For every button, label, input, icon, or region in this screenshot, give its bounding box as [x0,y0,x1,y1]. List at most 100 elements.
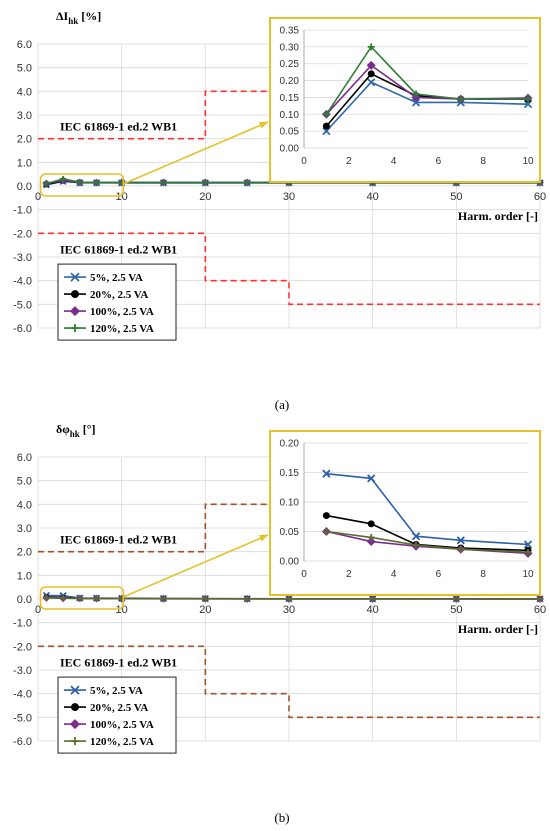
inset-data-point [322,512,330,520]
inset-x-tick-label: 4 [391,156,397,167]
inset-frame [269,430,541,596]
inset-x-tick-label: 10 [522,569,534,580]
legend-marker [70,685,80,695]
y-axis-subscript: hk [68,16,78,26]
panel-caption: (b) [274,810,289,825]
limit-label-lower: IEC 61869-1 ed.2 WB1 [60,655,177,669]
y-tick-label: -6.0 [13,323,32,335]
inset-y-tick-label: 0.10 [280,498,300,509]
x-tick-label: 10 [116,191,128,203]
inset-data-point [367,520,375,528]
inset-x-tick-label: 0 [301,156,307,167]
legend-marker [71,290,79,299]
y-tick-label: 0.0 [17,181,32,193]
legend-entry: 20%, 2.5 VA [90,702,148,714]
y-axis-symbol: δφ [56,422,70,436]
inset-x-tick-label: 6 [436,569,442,580]
y-axis-unit: [%] [78,9,101,23]
x-tick-label: 50 [450,604,462,616]
y-tick-label: -5.0 [13,712,32,724]
y-axis-label: ΔIhk [%] [56,9,101,26]
y-axis-symbol: ΔI [56,9,69,23]
inset-x-tick-label: 10 [522,156,534,167]
inset-y-tick-label: 0.20 [280,439,300,450]
y-tick-label: 6.0 [17,39,32,51]
inset-data-point [523,540,533,549]
zoom-highlight-box [39,173,125,197]
x-tick-label: 40 [367,191,379,203]
x-axis-label: Harm. order [-] [458,622,538,636]
y-tick-label: 1.0 [17,157,32,169]
limit-label-lower: IEC 61869-1 ed.2 WB1 [60,242,177,256]
legend-entry: 5%, 2.5 VA [90,272,143,284]
inset-data-point [367,78,376,87]
inset-frame [269,17,541,183]
x-tick-label: 60 [534,604,546,616]
y-tick-label: 4.0 [17,499,32,511]
zoom-highlight-box [39,586,125,610]
y-tick-label: 3.0 [17,110,32,122]
legend-entry: 100%, 2.5 VA [90,306,154,318]
y-tick-label: -2.0 [13,641,32,653]
x-tick-label: 30 [283,191,295,203]
y-tick-label: 2.0 [17,547,32,559]
inset-x-tick-label: 8 [480,569,486,580]
y-tick-label: 1.0 [17,570,32,582]
inset-y-tick-label: 0.10 [280,110,300,121]
chart-panel: 6.0 5.0 4.0 3.0 2.0 1.0 0.0 -1.0 -2.0 -3.0 -4.0 -5.… [13,9,546,412]
legend-entry: 120%, 2.5 VA [90,736,154,748]
inset-data-point [322,122,330,130]
inset-y-tick-label: 0.05 [280,127,300,138]
y-tick-label: 5.0 [17,476,32,488]
inset-data-point [523,100,533,109]
legend-entry: 120%, 2.5 VA [90,323,154,335]
x-tick-label: 30 [283,604,295,616]
zoom-arrow [123,121,269,185]
inset-chart: 0.35 0.30 0.25 0.20 0.15 0.10 0.05 0.000 2 4 6 8 10 [269,17,541,183]
inset-data-point [322,127,331,136]
y-axis-label: δφhk [°] [56,422,96,439]
inset-data-point [366,537,376,547]
y-tick-label: -3.0 [13,252,32,264]
y-tick-label: -1.0 [13,205,32,217]
limit-label-upper: IEC 61869-1 ed.2 WB1 [60,533,177,547]
y-tick-label: 0.0 [17,594,32,606]
y-tick-label: -3.0 [13,665,32,677]
inset-x-tick-label: 4 [391,569,397,580]
y-axis-subscript: hk [70,429,80,439]
inset-data-point [411,98,421,107]
x-tick-label: 40 [367,604,379,616]
inset-y-tick-label: 0.20 [280,76,300,87]
legend-entry: 20%, 2.5 VA [90,289,148,301]
inset-x-tick-label: 6 [436,156,442,167]
legend-marker [70,272,80,282]
x-axis-label: Harm. order [-] [458,209,538,223]
chart-panel: 6.0 5.0 4.0 3.0 2.0 1.0 0.0 -1.0 -2.0 -3.0 -4.0 -5.… [13,422,546,825]
inset-y-tick-label: 0.15 [280,468,300,479]
legend-entry: 5%, 2.5 VA [90,685,143,697]
inset-y-tick-label: 0.15 [280,93,300,104]
x-tick-label: 20 [199,191,211,203]
limit-line-lower [38,645,540,719]
inset-data-point [367,70,375,78]
inset-x-tick-label: 2 [346,156,352,167]
inset-x-tick-label: 8 [480,156,486,167]
y-tick-label: -2.0 [13,228,32,240]
inset-y-tick-label: 0.25 [280,59,300,70]
inset-data-point [411,532,421,541]
panel-caption: (a) [275,397,289,412]
y-tick-label: 6.0 [17,452,32,464]
zoom-arrow-head [259,535,268,542]
y-axis-unit: [°] [80,422,96,436]
limit-label-upper: IEC 61869-1 ed.2 WB1 [60,120,177,134]
inset-data-point [322,469,331,478]
y-tick-label: 3.0 [17,523,32,535]
y-tick-label: 4.0 [17,86,32,98]
x-tick-label: 20 [199,604,211,616]
y-tick-label: 2.0 [17,134,32,146]
zoom-arrow-head [259,122,268,129]
legend: 5%, 2.5 VA 20%, 2.5 VA 100%, 2.5 VA 120%, 2… [57,263,177,341]
inset-data-point [367,474,376,483]
inset-chart: 0.20 0.15 0.10 0.05 0.000 2 4 6 8 10 [269,430,541,596]
